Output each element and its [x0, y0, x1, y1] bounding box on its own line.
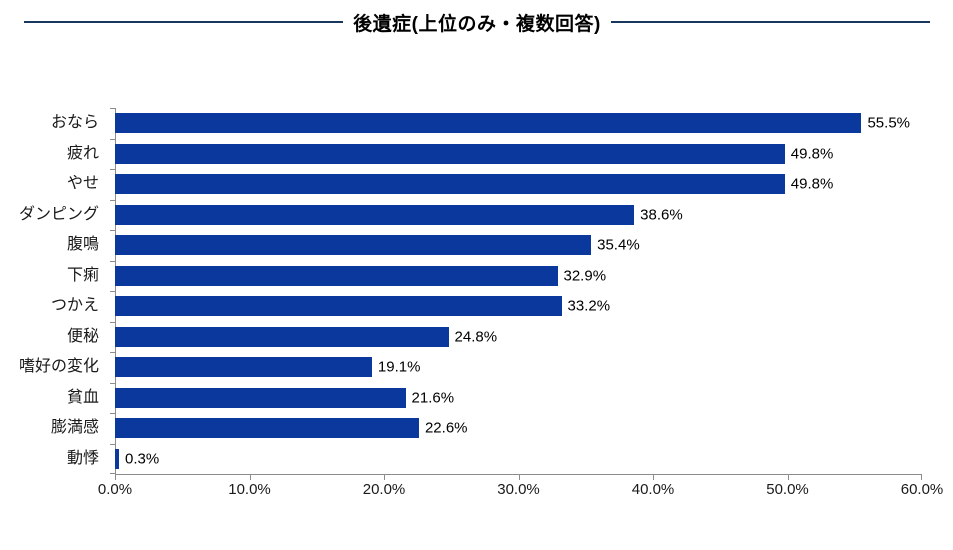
y-axis-line: [115, 108, 116, 474]
x-axis-tick: [787, 474, 789, 480]
bar-value-label: 22.6%: [424, 419, 468, 437]
x-axis-tick-label: 0.0%: [97, 481, 133, 498]
category-label: ダンピング: [18, 205, 99, 223]
bar-value-label: 55.5%: [867, 114, 911, 132]
bar-value-label: 49.8%: [790, 175, 834, 193]
category-label: 嗜好の変化: [18, 358, 99, 375]
bar-value-label: 49.8%: [790, 145, 834, 163]
y-axis-tick: [110, 108, 115, 109]
bar-value-label: 35.4%: [597, 236, 640, 254]
chart-title: 後遺症(上位のみ・複数回答): [353, 13, 601, 35]
bar: [115, 143, 785, 164]
bar-value-label: 33.2%: [567, 297, 611, 315]
bar-value-label: 21.6%: [411, 389, 455, 407]
y-axis-tick: [110, 291, 115, 292]
x-axis-tick-label: 30.0%: [497, 481, 540, 498]
y-axis-tick: [110, 260, 115, 262]
y-axis-tick: [110, 443, 115, 445]
y-axis-tick: [110, 352, 115, 353]
title-rule-left: [24, 21, 344, 23]
x-axis-tick-label: 40.0%: [631, 481, 675, 498]
bar: [115, 113, 862, 134]
x-axis-tick: [653, 474, 654, 480]
bar-value-label: 24.8%: [454, 328, 498, 346]
x-axis-tick: [115, 474, 116, 480]
category-label: 疲れ: [66, 144, 99, 162]
category-label: 便秘: [66, 327, 99, 345]
bar: [115, 235, 592, 256]
bar-value-label: 32.9%: [563, 267, 607, 285]
bar-value-label: 0.3%: [125, 450, 160, 468]
y-axis-tick: [110, 199, 115, 201]
category-label: 下痢: [66, 266, 99, 284]
y-axis-tick: [110, 473, 115, 474]
y-axis-tick: [110, 382, 115, 384]
y-axis-tick: [110, 169, 115, 170]
title-rule-right: [610, 21, 930, 23]
chart-title-row: 後遺症(上位のみ・複数回答): [24, 8, 930, 36]
category-label: やせ: [66, 175, 99, 192]
x-axis-tick-label: 60.0%: [900, 481, 944, 498]
category-label: 膨満感: [50, 419, 99, 436]
x-axis-tick-label: 50.0%: [766, 481, 809, 498]
bar: [115, 326, 449, 347]
bar: [115, 357, 372, 378]
x-axis-tick: [518, 474, 520, 480]
bar: [115, 265, 558, 286]
y-axis-tick: [110, 413, 115, 414]
bar: [115, 418, 419, 439]
y-axis-tick: [110, 230, 115, 231]
bar: [115, 204, 635, 225]
y-axis-tick: [110, 138, 115, 140]
bar-value-label: 38.6%: [640, 206, 683, 224]
x-axis-tick: [921, 474, 922, 480]
plot-area: 55.5% 49.8% 49.8% 38.6% 35.4% 32.9% 33.2% 24.8%…: [110, 108, 922, 480]
category-label: つかえ: [50, 297, 99, 314]
y-axis-tick: [110, 321, 115, 323]
x-axis-tick: [249, 474, 251, 480]
bar-value-label: 19.1%: [377, 358, 421, 376]
category-label: おなら: [50, 114, 99, 131]
bar: [115, 387, 406, 408]
category-label: 腹鳴: [66, 236, 99, 253]
category-label: 動悸: [66, 449, 99, 467]
bar: [115, 448, 120, 469]
x-axis-tick-label: 10.0%: [228, 481, 271, 498]
bar: [115, 174, 785, 195]
bar: [115, 296, 562, 317]
x-axis-tick: [384, 474, 385, 480]
x-axis-tick-label: 20.0%: [362, 481, 406, 498]
category-axis-labels: おなら疲れやせダンピング腹鳴下痢つかえ便秘嗜好の変化貧血膨満感動悸: [0, 108, 107, 474]
category-label: 貧血: [66, 388, 99, 406]
